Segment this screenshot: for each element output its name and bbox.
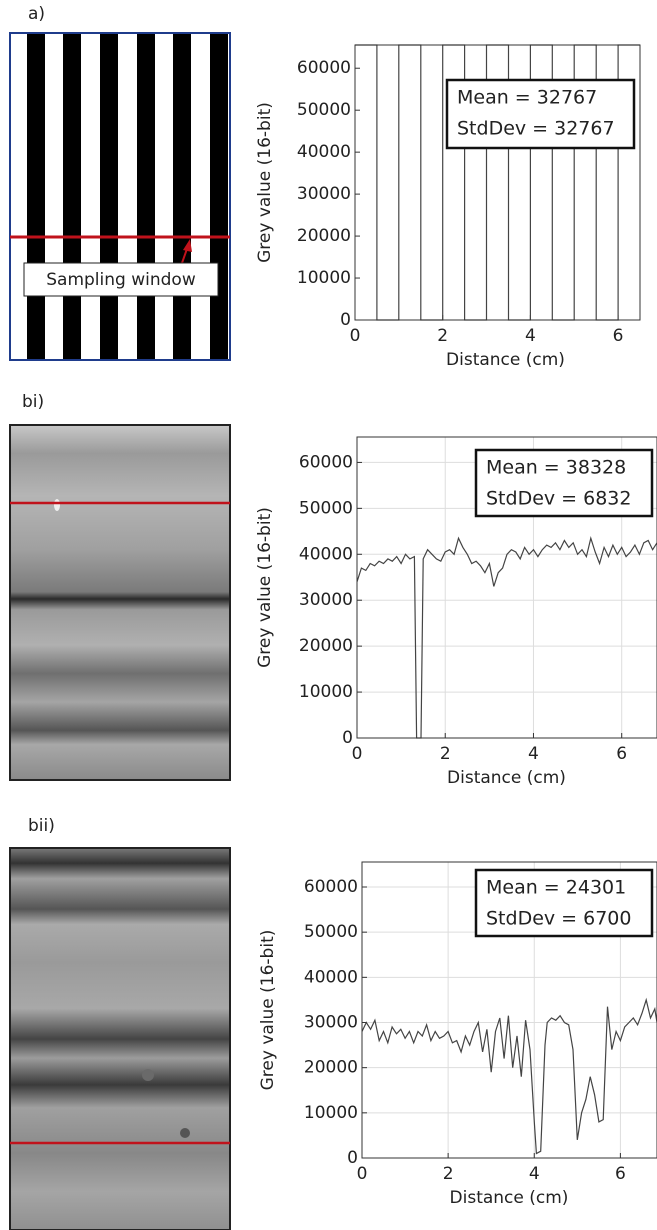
y-axis-label: Grey value (16-bit): [255, 507, 275, 668]
x-tick-label: 0: [350, 326, 361, 346]
x-tick-label: 2: [440, 744, 451, 764]
y-tick-label: 50000: [297, 100, 351, 120]
y-tick-label: 50000: [304, 922, 358, 942]
x-tick-label: 2: [443, 1164, 454, 1184]
chart: 0 10000 20000 30000 40000 50000 60000 0 2 4 6 Dista…: [255, 44, 641, 370]
y-tick-label: 0: [347, 1148, 358, 1168]
x-tick-label: 6: [613, 326, 624, 346]
x-tick-label: 4: [529, 1164, 540, 1184]
data-line: [356, 535, 657, 739]
y-tick-label: 10000: [297, 268, 351, 288]
y-tick-label: 50000: [299, 498, 353, 518]
y-tick-label: 10000: [299, 682, 353, 702]
image-annotation: Sampling window: [46, 270, 196, 290]
x-tick-label: 0: [352, 744, 363, 764]
y-tick-label: 30000: [299, 590, 353, 610]
x-axis-label: Distance (cm): [450, 1188, 569, 1208]
data-line: [361, 997, 657, 1155]
stats-box: [474, 448, 654, 518]
x-tick-label: 2: [437, 326, 448, 346]
x-tick-label: 4: [525, 326, 536, 346]
plot-frame: [361, 861, 657, 1159]
chart: 0 10000 20000 30000 40000 50000 60000 0 2 4 6 Dista…: [258, 861, 657, 1208]
plot-frame: [354, 44, 641, 321]
y-axis-label: Grey value (16-bit): [255, 102, 275, 263]
stats-box: [445, 78, 636, 150]
y-tick-label: 0: [340, 310, 351, 330]
x-tick-label: 6: [616, 744, 627, 764]
stats-text: StdDev = 32767: [457, 118, 615, 140]
panel-label: bii): [28, 816, 55, 836]
x-tick-label: 6: [615, 1164, 626, 1184]
x-tick-label: 0: [357, 1164, 368, 1184]
y-tick-label: 20000: [297, 226, 351, 246]
y-tick-label: 0: [342, 728, 353, 748]
x-axis-label: Distance (cm): [446, 350, 565, 370]
y-axis-label: Grey value (16-bit): [258, 930, 278, 1091]
stats-text: StdDev = 6832: [486, 488, 632, 510]
y-tick-label: 20000: [304, 1058, 358, 1078]
y-tick-label: 40000: [297, 142, 351, 162]
y-tick-label: 60000: [297, 58, 351, 78]
stats-text: Mean = 32767: [457, 87, 597, 109]
panel-label: bi): [22, 392, 44, 412]
y-tick-label: 40000: [304, 967, 358, 987]
core-image: [9, 424, 231, 781]
core-image: [9, 847, 231, 1230]
panel-label: a): [28, 4, 45, 24]
plot-frame: [356, 436, 657, 739]
stripe-image: Sampling window: [9, 32, 231, 361]
stats-text: StdDev = 6700: [486, 908, 632, 930]
y-tick-label: 60000: [304, 877, 358, 897]
y-tick-label: 60000: [299, 452, 353, 472]
y-tick-label: 30000: [297, 184, 351, 204]
y-tick-label: 20000: [299, 636, 353, 656]
y-tick-label: 10000: [304, 1103, 358, 1123]
x-axis-label: Distance (cm): [447, 768, 566, 788]
stats-text: Mean = 24301: [486, 877, 626, 899]
stats-box: [474, 868, 654, 938]
y-tick-label: 40000: [299, 544, 353, 564]
x-tick-label: 4: [528, 744, 539, 764]
chart: 0 10000 20000 30000 40000 50000 60000 0 2 4 6 Dista…: [255, 436, 657, 788]
y-tick-label: 30000: [304, 1012, 358, 1032]
stats-text: Mean = 38328: [486, 457, 626, 479]
